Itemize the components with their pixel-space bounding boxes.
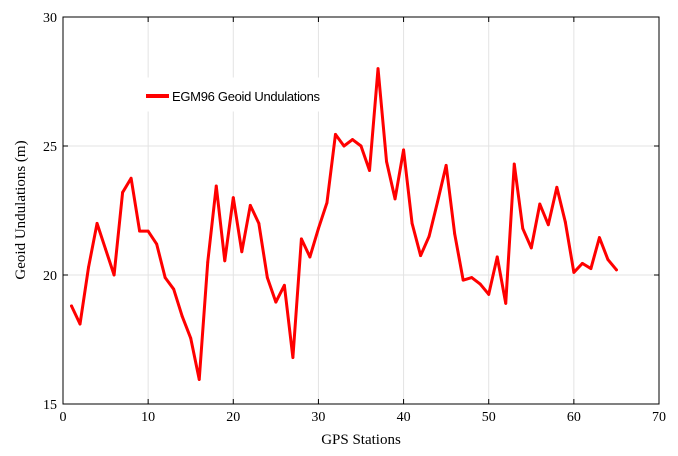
data-point xyxy=(453,232,457,236)
data-point xyxy=(555,185,559,189)
data-point xyxy=(580,261,584,265)
data-point xyxy=(342,144,346,148)
data-point xyxy=(214,184,218,188)
data-point xyxy=(87,265,90,269)
data-point xyxy=(444,163,448,167)
data-point xyxy=(282,283,286,287)
data-point xyxy=(291,356,295,359)
x-tick-label: 40 xyxy=(397,410,411,425)
y-tick-label: 15 xyxy=(43,398,57,413)
data-point xyxy=(521,227,525,230)
data-point xyxy=(325,201,329,205)
x-tick-label: 50 xyxy=(482,410,496,425)
data-point xyxy=(172,287,176,291)
y-tick-label: 30 xyxy=(43,11,57,26)
data-point xyxy=(385,160,388,163)
series-line-0 xyxy=(70,67,618,381)
grid-lines xyxy=(63,17,659,404)
data-point xyxy=(155,242,159,246)
data-point xyxy=(223,259,227,263)
x-axis-label: GPS Stations xyxy=(321,432,401,448)
data-point xyxy=(317,227,320,230)
data-point xyxy=(512,162,516,166)
data-point xyxy=(436,200,440,203)
data-point xyxy=(189,336,193,340)
data-point xyxy=(308,255,312,259)
data-point xyxy=(180,314,184,318)
data-point xyxy=(419,254,422,258)
data-point xyxy=(197,378,201,381)
data-point xyxy=(265,276,269,279)
data-point xyxy=(70,304,73,308)
data-point xyxy=(95,222,99,225)
data-point xyxy=(206,260,210,264)
data-point xyxy=(410,222,414,225)
data-point xyxy=(334,132,337,136)
data-point xyxy=(546,223,550,227)
data-point xyxy=(104,247,107,251)
data-point xyxy=(572,271,576,274)
data-point xyxy=(129,176,133,180)
data-point xyxy=(393,197,397,201)
data-point xyxy=(538,202,542,206)
data-point xyxy=(461,278,465,282)
legend: EGM96 Geoid Undulations xyxy=(138,77,335,112)
legend-label: EGM96 Geoid Undulations xyxy=(172,89,321,104)
data-point xyxy=(598,236,601,239)
data-point xyxy=(274,300,278,304)
data-point xyxy=(240,250,244,254)
y-axis-label: Geoid Undulations (m) xyxy=(13,140,29,279)
data-point xyxy=(487,292,491,296)
data-point xyxy=(248,203,252,207)
y-tick-labels: 15 20 25 30 xyxy=(43,11,57,413)
data-point xyxy=(300,237,303,241)
x-tick-label: 70 xyxy=(652,410,666,425)
data-point xyxy=(563,220,567,224)
x-tick-label: 30 xyxy=(311,410,325,425)
y-tick-label: 20 xyxy=(43,269,57,284)
plot-area-frame xyxy=(62,16,660,405)
data-point xyxy=(504,301,508,305)
data-point xyxy=(606,258,610,261)
x-tick-label: 0 xyxy=(60,410,67,425)
x-tick-label: 60 xyxy=(567,410,581,425)
data-point xyxy=(121,191,124,194)
data-point xyxy=(427,234,431,238)
data-point xyxy=(257,222,261,225)
legend-box xyxy=(138,77,335,112)
data-point xyxy=(529,246,533,250)
data-point xyxy=(112,273,116,277)
data-point xyxy=(163,276,167,279)
data-point xyxy=(351,138,354,141)
y-tick-label: 25 xyxy=(43,140,57,155)
data-point xyxy=(146,229,150,233)
x-tick-label: 20 xyxy=(226,410,240,425)
data-point xyxy=(368,169,371,172)
data-point xyxy=(478,282,482,286)
x-tick-labels: 0 10 20 30 40 50 60 70 xyxy=(60,410,667,425)
axis-ticks xyxy=(62,16,660,405)
data-point xyxy=(359,144,363,148)
data-point xyxy=(138,229,142,233)
data-point xyxy=(402,148,405,152)
series-group xyxy=(70,67,618,381)
data-point xyxy=(376,67,380,70)
data-point xyxy=(78,322,82,326)
data-point xyxy=(231,196,235,200)
data-point xyxy=(589,267,593,270)
data-point xyxy=(495,255,499,259)
x-tick-label: 10 xyxy=(141,410,155,425)
data-point xyxy=(615,268,618,272)
data-point xyxy=(470,276,474,279)
